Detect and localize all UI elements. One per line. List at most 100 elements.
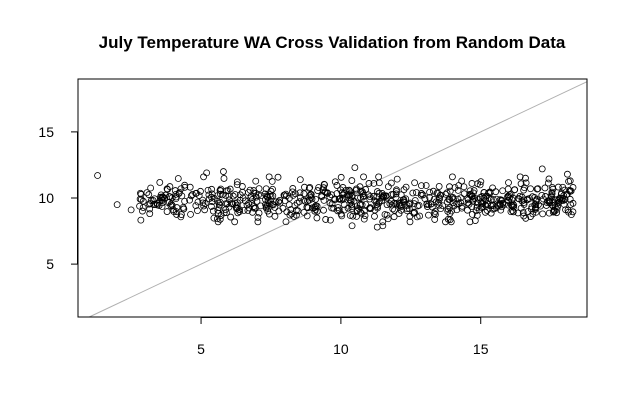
data-point (426, 194, 433, 201)
data-point (94, 172, 101, 179)
data-point (442, 190, 450, 198)
data-point (511, 186, 518, 194)
data-point (282, 190, 290, 198)
data-point (215, 203, 223, 211)
data-point (321, 188, 329, 196)
data-point (181, 197, 189, 205)
data-point (306, 183, 314, 191)
data-point (538, 191, 546, 199)
data-point (410, 209, 418, 217)
data-point (386, 200, 394, 208)
data-point (426, 188, 434, 196)
data-point (504, 185, 512, 193)
y-tick-label: 10 (38, 190, 54, 206)
data-point (551, 196, 559, 204)
data-point (339, 191, 347, 199)
data-point (445, 196, 453, 203)
data-point (322, 216, 330, 223)
data-point (289, 185, 297, 192)
data-point (472, 207, 480, 215)
data-point (437, 191, 445, 199)
data-point (435, 183, 443, 190)
data-point (365, 180, 373, 187)
data-point (208, 185, 216, 193)
data-point (303, 204, 311, 211)
data-point (549, 202, 557, 210)
data-point (406, 218, 414, 226)
data-point (146, 210, 154, 218)
data-point (222, 191, 230, 199)
data-point (346, 196, 354, 204)
data-point (532, 208, 540, 216)
data-point (393, 186, 400, 194)
data-point (201, 200, 209, 207)
data-point (384, 183, 392, 191)
data-point (544, 179, 552, 187)
data-point (255, 191, 262, 199)
data-point (139, 207, 146, 215)
data-point (220, 175, 228, 182)
data-point (208, 190, 216, 198)
data-point (222, 206, 230, 214)
data-point (229, 192, 237, 200)
data-point (555, 198, 563, 206)
data-point (338, 196, 345, 204)
data-point (210, 194, 218, 202)
data-point (373, 223, 381, 231)
data-point (384, 215, 392, 223)
data-point (147, 184, 155, 192)
data-point (464, 199, 472, 207)
data-point (178, 192, 186, 200)
data-point (300, 190, 308, 198)
data-point (378, 190, 386, 197)
data-point (468, 180, 476, 187)
data-point (169, 206, 177, 214)
data-point (417, 191, 425, 199)
data-point (320, 196, 328, 204)
data-point (293, 211, 300, 219)
data-point (522, 179, 530, 187)
data-point (482, 201, 489, 209)
data-point (194, 207, 201, 215)
data-point (156, 179, 164, 186)
data-point (395, 200, 403, 208)
data-point (520, 184, 528, 192)
data-point (255, 209, 263, 217)
data-point (569, 199, 577, 207)
data-point (458, 202, 466, 210)
data-point (360, 215, 368, 223)
data-point (544, 197, 552, 205)
data-point (247, 194, 255, 202)
data-point (173, 211, 181, 218)
data-point (366, 195, 374, 203)
data-point (155, 202, 163, 209)
data-point (137, 190, 145, 198)
data-point (330, 204, 338, 212)
data-point (500, 200, 508, 208)
data-point (236, 191, 244, 199)
data-point (436, 195, 443, 203)
data-point (548, 188, 556, 196)
data-point (469, 195, 477, 203)
data-point (339, 184, 347, 191)
data-point (346, 212, 354, 219)
data-point (487, 202, 495, 210)
data-point (444, 215, 452, 223)
data-point (533, 195, 541, 203)
data-point (344, 204, 352, 212)
data-point (564, 170, 571, 178)
data-point (499, 187, 507, 195)
data-point (411, 209, 418, 216)
data-point (473, 211, 481, 219)
data-point (449, 173, 456, 181)
data-point (137, 189, 144, 197)
data-point (449, 193, 457, 201)
data-point (231, 218, 239, 226)
data-point (163, 208, 171, 215)
data-point (210, 214, 218, 222)
data-point (497, 206, 505, 214)
data-point (320, 206, 327, 214)
data-point (538, 165, 546, 173)
data-point (223, 187, 230, 195)
data-point (248, 196, 256, 203)
